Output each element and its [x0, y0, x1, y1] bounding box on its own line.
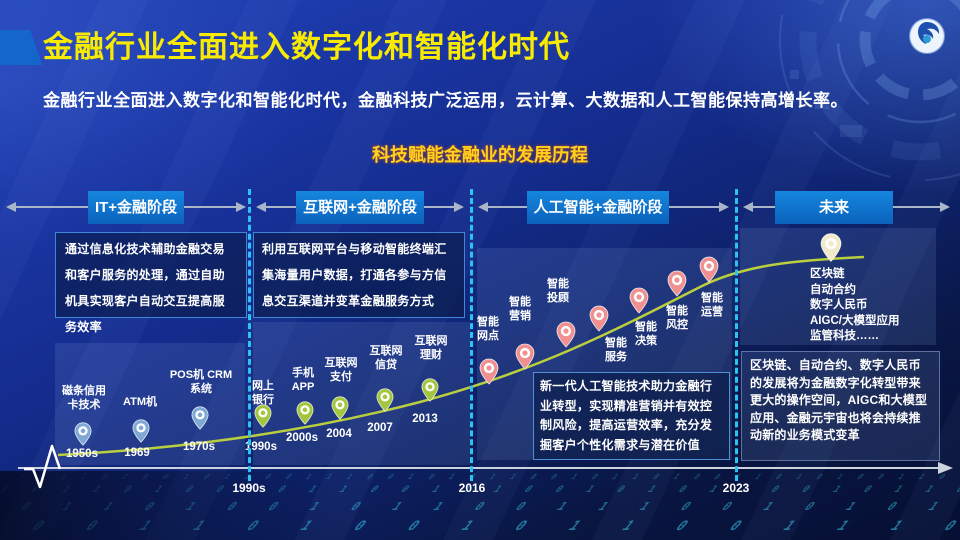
milestone-label: 互联网信贷 — [369, 345, 403, 371]
milestone-label: 智能网点 — [477, 316, 499, 342]
milestone-year: 1950s — [66, 448, 98, 460]
milestone-pin — [515, 342, 535, 371]
stage-divider-line — [248, 189, 251, 481]
milestone-year: 2004 — [326, 428, 352, 440]
milestone-pin — [479, 357, 499, 386]
milestone-pin — [699, 255, 719, 284]
stage-description-ai: 新一代人工智能技术助力金融行业转型，实现精准营销并有效控制风险，提高运营效率，充… — [533, 372, 730, 460]
milestone-year: 1970s — [183, 441, 215, 453]
stage-header-it: IT+金融阶段 — [88, 191, 184, 224]
milestone-year: 1990s — [245, 441, 277, 453]
milestone-pin — [820, 232, 842, 263]
milestone-pin — [629, 286, 649, 315]
company-logo — [909, 18, 945, 54]
stage-header-ai: 人工智能+金融阶段 — [527, 191, 669, 224]
binary-row: 1 0 0 1 1 0 1 0 0 1 0 1 1 0 0 1 1 1 0 0 … — [0, 473, 960, 481]
title-accent-shape — [0, 30, 42, 65]
milestone-pin — [74, 421, 92, 447]
milestone-label: ATM机 — [122, 396, 157, 408]
future-highlight: AIGC/大模型应用 — [810, 314, 900, 327]
milestone-pin — [667, 269, 687, 298]
milestone-label: 智能投顾 — [547, 278, 569, 304]
milestone-label: 智能服务 — [605, 337, 627, 363]
milestone-pin — [331, 395, 349, 421]
milestone-label: 智能营销 — [509, 296, 531, 322]
binary-row: 1 0 0 1 1 0 1 0 0 1 0 1 1 0 0 1 1 1 0 0 … — [0, 500, 960, 513]
stage-description-future: 区块链、自动合约、数字人民币的发展将为金融数字化转型带来更大的操作空间，AIGC… — [741, 351, 940, 461]
milestone-label: 智能风控 — [666, 305, 688, 331]
milestone-label: POS机 CRM系统 — [169, 369, 233, 395]
milestone-year: 1969 — [124, 447, 150, 459]
milestone-pin — [376, 387, 394, 413]
future-highlight: 自动合约 — [810, 283, 856, 296]
milestone-label: 网上银行 — [252, 380, 274, 406]
stage-divider-line — [470, 189, 473, 481]
milestone-pin — [421, 377, 439, 403]
stage-divider-line — [735, 189, 738, 481]
milestone-pin — [556, 320, 576, 349]
future-highlight: 监管科技…… — [810, 330, 879, 342]
milestone-label: 手机APP — [291, 367, 315, 393]
milestone-pin — [589, 304, 609, 333]
milestone-year: 2013 — [412, 413, 438, 425]
axis-year: 2016 — [458, 481, 486, 495]
stage-description-internet: 利用互联网平台与移动智能终端汇集海量用户数据，打通各参与方信息交互渠道并变革金融… — [253, 232, 465, 318]
section-title: 科技赋能金融业的发展历程 — [372, 145, 588, 165]
subtitle: 金融行业全面进入数字化和智能化时代，金融科技广泛运用，云计算、大数据和人工智能保… — [43, 91, 848, 110]
milestone-pin — [132, 418, 150, 444]
page-title: 金融行业全面进入数字化和智能化时代 — [43, 31, 570, 64]
milestone-label: 互联网理财 — [414, 335, 448, 361]
milestone-pin — [191, 405, 209, 431]
milestone-label: 磁条信用卡技术 — [62, 385, 106, 411]
milestone-label: 智能运营 — [701, 292, 723, 318]
stage-header-internet: 互联网+金融阶段 — [296, 191, 424, 224]
axis-year: 2023 — [722, 481, 750, 495]
stage-description-it: 通过信息化技术辅助金融交易和客户服务的处理，通过自助机具实现客户自动交互提高服务… — [55, 232, 247, 334]
milestone-label: 互联网支付 — [324, 357, 358, 383]
milestone-year: 2007 — [367, 422, 393, 434]
future-highlight: 区块链 — [810, 268, 845, 280]
binary-row: 1 0 0 1 1 0 1 0 0 1 0 1 1 0 0 1 1 1 0 0 … — [0, 519, 960, 534]
stage-header-future: 未来 — [775, 191, 893, 224]
future-highlights: 区块链 自动合约 数字人民币 AIGC/大模型应用 监管科技…… — [810, 267, 945, 345]
milestone-pin — [296, 400, 314, 426]
milestone-label: 智能决策 — [635, 321, 657, 347]
axis-year: 1990s — [232, 481, 266, 495]
future-highlight: 数字人民币 — [810, 299, 868, 311]
